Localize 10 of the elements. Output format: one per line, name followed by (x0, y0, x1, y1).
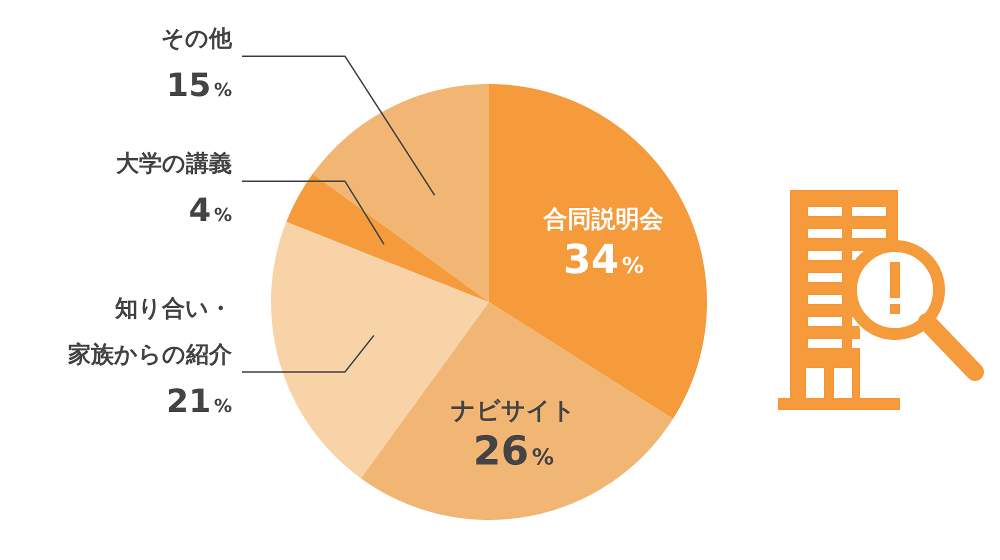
data-label: 15% (166, 66, 232, 104)
slice-label: ナビサイト (451, 396, 576, 424)
slice-label: その他 (161, 26, 233, 52)
data-label: 34% (563, 236, 644, 283)
data-label: 21% (166, 382, 232, 420)
slice-label: 知り合い・家族からの紹介 (67, 296, 233, 368)
slice-label: 大学の講義 (116, 151, 232, 178)
slice-label: 合同説明会 (542, 204, 664, 233)
data-label: 4% (188, 191, 232, 230)
data-label: 26% (473, 428, 554, 474)
